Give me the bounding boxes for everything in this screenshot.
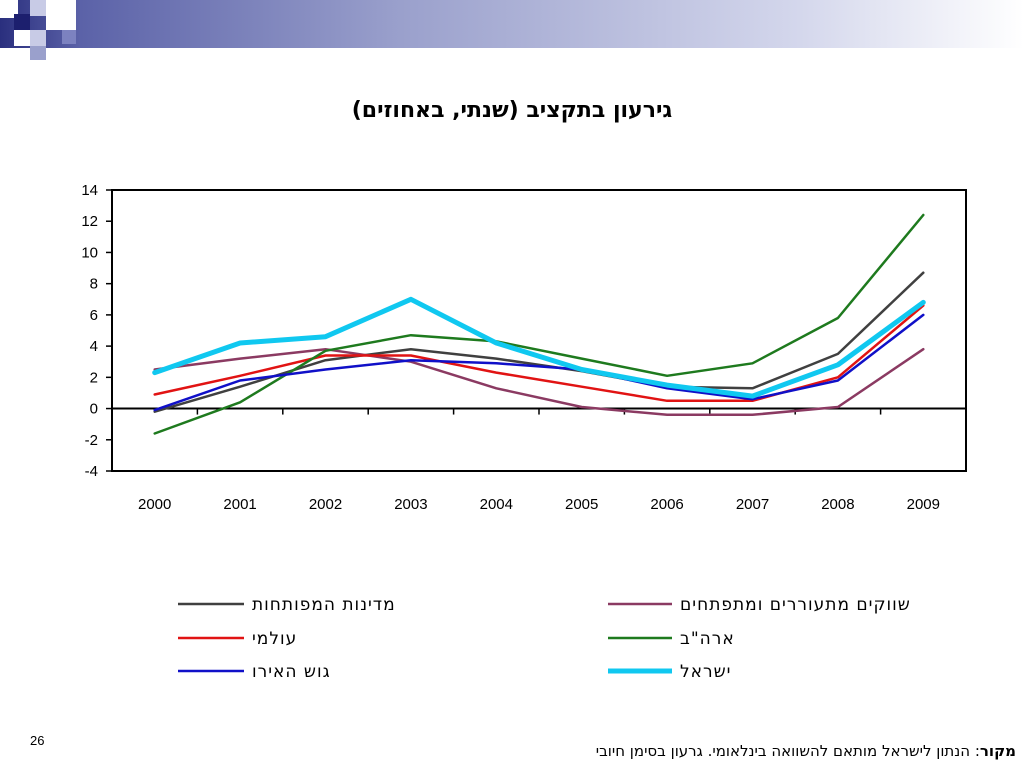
y-tick-label: 0 [90,401,98,418]
x-tick-label: 2009 [907,496,940,513]
legend-label: ישראל [680,662,731,682]
source-note: מקור: הנתון לישראל מותאם להשוואה בינלאומ… [596,742,1016,760]
legend-label: שווקים מתעוררים ומתפתחים [680,595,911,615]
page-number: 26 [30,733,45,748]
legend-label: ארה"ב [680,629,735,649]
plot-area: 14 12 10 8 6 4 2 0 -2 -4 2000 2001 2002 2003 2004 2005 2… [81,182,967,513]
legend: מדינות המפותחות שווקים מתעוררים ומתפתחים ע… [178,595,911,682]
y-tick-label: 4 [90,338,98,355]
source-text: : הנתון לישראל מותאם להשוואה בינלאומי. ג… [595,742,980,760]
line-chart: 14 12 10 8 6 4 2 0 -2 -4 2000 2001 2002 2003 2004 2005 2… [81,182,967,682]
plot-frame [111,189,967,472]
y-tick-label: 10 [81,244,98,261]
y-tick-label: 6 [90,307,98,324]
legend-label: מדינות המפותחות [252,595,396,615]
series-line [153,347,925,417]
x-tick-label: 2004 [480,496,513,513]
x-tick-label: 2007 [736,496,769,513]
x-tick-label: 2001 [223,496,256,513]
source-label: מקור [979,742,1016,760]
y-tick-label: 12 [81,213,98,230]
y-tick-label: 2 [90,369,98,386]
y-tick-label: -2 [85,432,98,449]
x-tick-label: 2000 [138,496,171,513]
header-banner [0,0,1024,48]
x-tick-label: 2005 [565,496,598,513]
y-tick-label: 8 [90,276,98,293]
x-tick-label: 2008 [821,496,854,513]
series-line [153,213,925,435]
x-tick-label: 2006 [650,496,683,513]
series-line [153,271,925,413]
chart-title: גירעון בתקציב (שנתי, באחוזים) [351,98,673,123]
x-tick-label: 2002 [309,496,342,513]
series-line [152,296,926,399]
legend-label: עולמי [252,629,297,649]
legend-label: גוש האירו [252,662,331,682]
series-line [153,313,925,412]
y-tick-label: 14 [81,182,98,199]
y-tick-label: -4 [85,463,98,480]
x-tick-label: 2003 [394,496,427,513]
